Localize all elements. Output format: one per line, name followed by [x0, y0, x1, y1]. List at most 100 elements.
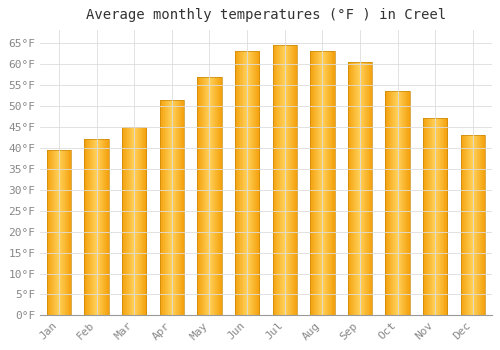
- Bar: [391, 91, 392, 315]
- Bar: [84, 139, 85, 315]
- Bar: [243, 51, 244, 315]
- Bar: [482, 135, 484, 315]
- Bar: [220, 77, 222, 315]
- Bar: [176, 100, 177, 315]
- Bar: [206, 77, 207, 315]
- Bar: [471, 135, 472, 315]
- Bar: [242, 51, 243, 315]
- Bar: [210, 77, 211, 315]
- Bar: [312, 51, 314, 315]
- Bar: [136, 127, 138, 315]
- Bar: [279, 45, 280, 315]
- Bar: [402, 91, 404, 315]
- Bar: [175, 100, 176, 315]
- Bar: [178, 100, 179, 315]
- Bar: [408, 91, 410, 315]
- Bar: [199, 77, 200, 315]
- Bar: [208, 77, 209, 315]
- Bar: [247, 51, 248, 315]
- Bar: [210, 77, 212, 315]
- Bar: [165, 100, 166, 315]
- Bar: [446, 118, 447, 315]
- Bar: [312, 51, 313, 315]
- Bar: [359, 62, 360, 315]
- Bar: [101, 139, 102, 315]
- Bar: [438, 118, 439, 315]
- Bar: [397, 91, 398, 315]
- Bar: [404, 91, 405, 315]
- Bar: [423, 118, 448, 315]
- Bar: [273, 45, 274, 315]
- Bar: [370, 62, 371, 315]
- Bar: [310, 51, 334, 315]
- Bar: [354, 62, 356, 315]
- Bar: [333, 51, 334, 315]
- Bar: [387, 91, 388, 315]
- Bar: [238, 51, 240, 315]
- Bar: [294, 45, 296, 315]
- Bar: [168, 100, 169, 315]
- Bar: [348, 62, 372, 315]
- Bar: [244, 51, 245, 315]
- Bar: [386, 91, 388, 315]
- Bar: [216, 77, 217, 315]
- Bar: [272, 45, 274, 315]
- Bar: [209, 77, 210, 315]
- Bar: [406, 91, 407, 315]
- Bar: [323, 51, 324, 315]
- Bar: [213, 77, 214, 315]
- Bar: [461, 135, 462, 315]
- Bar: [366, 62, 368, 315]
- Bar: [57, 150, 58, 315]
- Bar: [218, 77, 220, 315]
- Bar: [291, 45, 292, 315]
- Bar: [70, 150, 71, 315]
- Bar: [363, 62, 364, 315]
- Bar: [426, 118, 427, 315]
- Bar: [400, 91, 401, 315]
- Bar: [96, 139, 97, 315]
- Bar: [396, 91, 397, 315]
- Bar: [440, 118, 442, 315]
- Bar: [47, 150, 48, 315]
- Bar: [435, 118, 436, 315]
- Bar: [442, 118, 443, 315]
- Bar: [133, 127, 134, 315]
- Bar: [462, 135, 464, 315]
- Bar: [50, 150, 51, 315]
- Bar: [139, 127, 140, 315]
- Bar: [214, 77, 215, 315]
- Bar: [92, 139, 93, 315]
- Bar: [481, 135, 482, 315]
- Bar: [100, 139, 101, 315]
- Bar: [290, 45, 291, 315]
- Bar: [443, 118, 444, 315]
- Bar: [440, 118, 441, 315]
- Bar: [236, 51, 237, 315]
- Bar: [160, 100, 161, 315]
- Bar: [169, 100, 170, 315]
- Bar: [107, 139, 108, 315]
- Bar: [94, 139, 95, 315]
- Bar: [362, 62, 363, 315]
- Bar: [200, 77, 201, 315]
- Bar: [330, 51, 331, 315]
- Bar: [480, 135, 481, 315]
- Bar: [287, 45, 288, 315]
- Bar: [84, 139, 109, 315]
- Bar: [252, 51, 254, 315]
- Bar: [96, 139, 98, 315]
- Bar: [177, 100, 178, 315]
- Bar: [310, 51, 312, 315]
- Bar: [386, 91, 410, 315]
- Bar: [56, 150, 58, 315]
- Bar: [356, 62, 357, 315]
- Bar: [464, 135, 465, 315]
- Bar: [88, 139, 90, 315]
- Bar: [205, 77, 206, 315]
- Bar: [235, 51, 236, 315]
- Bar: [123, 127, 124, 315]
- Bar: [246, 51, 248, 315]
- Bar: [179, 100, 180, 315]
- Bar: [478, 135, 479, 315]
